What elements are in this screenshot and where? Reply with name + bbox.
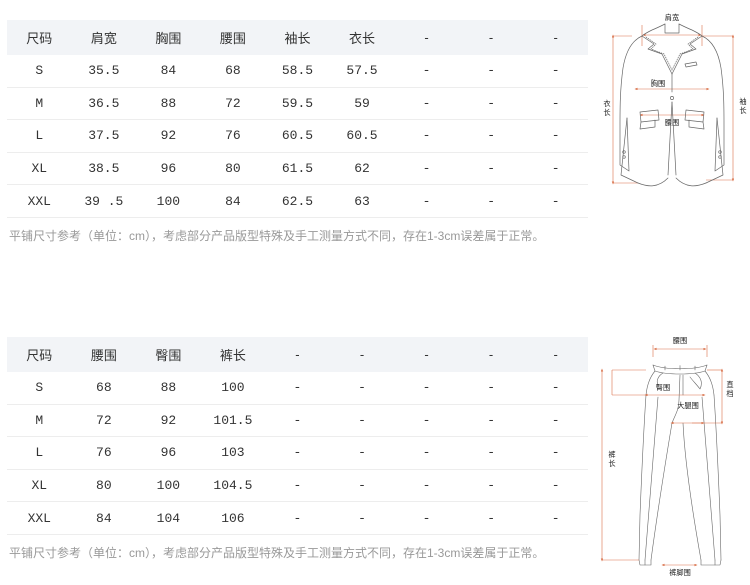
svg-text:臀围: 臀围 [656, 383, 670, 392]
svg-text:裤: 裤 [608, 450, 615, 459]
svg-text:直: 直 [726, 380, 733, 389]
svg-text:袖: 袖 [739, 97, 746, 106]
svg-text:长: 长 [608, 459, 615, 468]
svg-text:腰围: 腰围 [665, 118, 679, 127]
svg-text:长: 长 [739, 106, 746, 115]
svg-text:档: 档 [726, 389, 733, 398]
svg-text:裤脚围: 裤脚围 [669, 568, 691, 577]
svg-text:胸围: 胸围 [651, 79, 665, 88]
svg-text:衣: 衣 [603, 99, 610, 108]
svg-text:肩宽: 肩宽 [665, 13, 679, 22]
svg-text:长: 长 [603, 108, 610, 117]
svg-text:大腿围: 大腿围 [677, 401, 699, 410]
svg-text:腰围: 腰围 [673, 337, 687, 345]
